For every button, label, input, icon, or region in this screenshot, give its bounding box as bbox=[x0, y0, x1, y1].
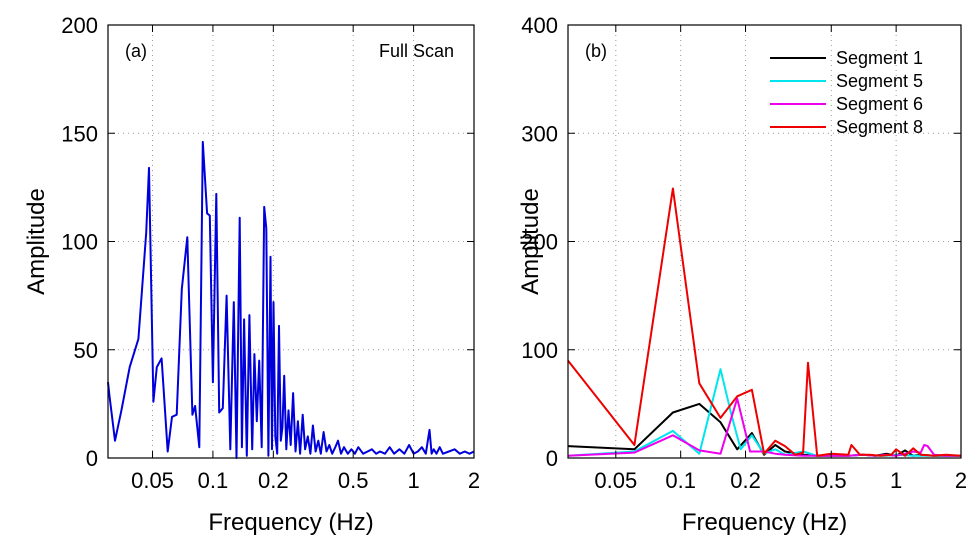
panel-a-xtick-label: 0.05 bbox=[131, 468, 174, 493]
panel-b-xtick-label: 0.2 bbox=[730, 468, 761, 493]
panel-b-ytick-label: 0 bbox=[546, 446, 558, 471]
panel-b-xlabel: Frequency (Hz) bbox=[682, 509, 847, 536]
panel-b-ytick-label: 400 bbox=[521, 13, 558, 38]
panel-a-series bbox=[107, 140, 475, 459]
panel-b-ytick-label: 200 bbox=[521, 230, 558, 255]
panel-b-ytick-label: 300 bbox=[521, 121, 558, 146]
panel-b-xtick-label: 2 bbox=[955, 468, 967, 493]
legend-segment-6-label: Segment 6 bbox=[836, 94, 923, 114]
panel-a-ytick-label: 200 bbox=[61, 13, 98, 38]
panel-a-xtick-label: 0.1 bbox=[198, 468, 229, 493]
panel-b-ticks: 0.05 0.1 0.2 0.5 1 2 0 100 200 300 400 bbox=[521, 13, 967, 493]
panel-b-xtick-label: 0.1 bbox=[665, 468, 696, 493]
legend-segment-1-label: Segment 1 bbox=[836, 48, 923, 68]
panel-b-xtick-label: 1 bbox=[890, 468, 902, 493]
panel-a-label: (a) bbox=[125, 41, 147, 61]
panel-a-ticks: 0.05 0.1 0.2 0.5 1 2 0 50 100 150 200 bbox=[61, 13, 480, 493]
panel-a-ytick-label: 0 bbox=[86, 446, 98, 471]
panel-b: 0.05 0.1 0.2 0.5 1 2 0 100 200 300 400 (b) Frequen… bbox=[517, 13, 967, 536]
panel-a: 0.05 0.1 0.2 0.5 1 2 0 50 100 150 200 (a) Full Sca… bbox=[23, 13, 480, 536]
panel-a-ylabel: Amplitude bbox=[23, 188, 50, 295]
panel-a-xtick-label: 0.5 bbox=[338, 468, 369, 493]
panel-b-xtick-label: 0.5 bbox=[816, 468, 847, 493]
panel-a-xtick-label: 2 bbox=[468, 468, 480, 493]
legend-segment-8-label: Segment 8 bbox=[836, 117, 923, 137]
panel-b-series bbox=[567, 187, 962, 457]
panel-b-label: (b) bbox=[585, 41, 607, 61]
panel-a-ytick-label: 50 bbox=[74, 338, 98, 363]
panel-a-ytick-label: 150 bbox=[61, 121, 98, 146]
panel-b-segment-6-line bbox=[567, 397, 961, 457]
panel-b-segment-5-line bbox=[567, 368, 961, 457]
panel-b-legend: Segment 1 Segment 5 Segment 6 Segment 8 bbox=[770, 48, 923, 137]
panel-b-segment-1-line bbox=[567, 402, 961, 457]
panel-a-xlabel: Frequency (Hz) bbox=[208, 509, 373, 536]
panel-b-ylabel: Amplitude bbox=[517, 188, 544, 295]
panel-a-ytick-label: 100 bbox=[61, 230, 98, 255]
panel-a-series-0-line bbox=[107, 140, 475, 459]
panel-a-xtick-label: 1 bbox=[407, 468, 419, 493]
panel-a-annotation: Full Scan bbox=[379, 41, 454, 61]
panel-a-xtick-label: 0.2 bbox=[258, 468, 289, 493]
panel-b-segment-8-line bbox=[567, 187, 962, 457]
legend-segment-5-label: Segment 5 bbox=[836, 71, 923, 91]
panel-b-ytick-label: 100 bbox=[521, 338, 558, 363]
panel-b-grid bbox=[568, 25, 961, 458]
panel-b-xtick-label: 0.05 bbox=[594, 468, 637, 493]
